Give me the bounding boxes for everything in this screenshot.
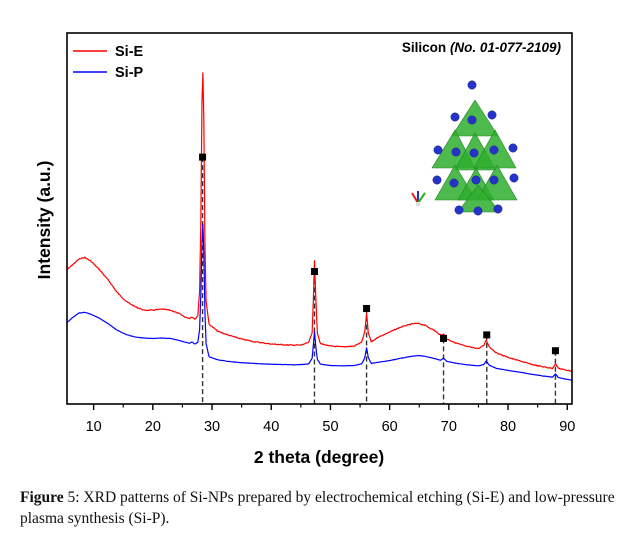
x-tick-label: 20 bbox=[145, 419, 161, 435]
reference-annotation: Silicon (No. 01-077-2109) bbox=[402, 40, 562, 55]
legend-label-si-e: Si-E bbox=[115, 44, 144, 60]
xrd-chart: 10 20 30 40 50 60 70 80 90 Si-E Si-P Silicon (No… bbox=[34, 32, 575, 467]
x-tick-label: 70 bbox=[441, 419, 457, 435]
x-tick-label: 10 bbox=[86, 419, 102, 435]
x-axis-title: 2 theta (degree) bbox=[254, 447, 384, 467]
silicon-atom bbox=[493, 204, 503, 214]
silicon-atom bbox=[454, 205, 464, 215]
caption-number: 5 bbox=[63, 489, 76, 506]
reference-peak-marker bbox=[310, 268, 318, 276]
reference-peak-marker bbox=[483, 331, 491, 339]
reference-peak-marker bbox=[440, 334, 448, 342]
silicon-atom bbox=[508, 143, 518, 153]
reference-peak-marker bbox=[551, 347, 559, 355]
reference-peak-marker bbox=[199, 153, 207, 161]
series-line-si-e bbox=[66, 72, 573, 372]
caption-text: : XRD patterns of Si-NPs prepared by ele… bbox=[20, 489, 615, 527]
plot-area bbox=[66, 72, 573, 404]
legend-label-si-p: Si-P bbox=[115, 65, 144, 81]
silicon-atom bbox=[489, 145, 499, 155]
x-tick-label: 60 bbox=[382, 419, 398, 435]
x-tick-label: 90 bbox=[559, 419, 575, 435]
silicon-atom bbox=[487, 110, 497, 120]
silicon-atom bbox=[509, 173, 519, 183]
caption-label: Figure bbox=[20, 489, 64, 506]
crystal-structure-inset bbox=[431, 80, 519, 216]
silicon-atom bbox=[451, 147, 461, 157]
series-line-si-p bbox=[66, 223, 573, 381]
silicon-atom bbox=[467, 115, 477, 125]
reference-peak-marker bbox=[363, 304, 371, 312]
axes-orientation-icon bbox=[411, 191, 426, 206]
silicon-atom bbox=[471, 175, 481, 185]
silicon-atom bbox=[469, 148, 479, 158]
silicon-atom bbox=[432, 175, 442, 185]
x-tick-label: 30 bbox=[204, 419, 220, 435]
silicon-atom bbox=[433, 145, 443, 155]
x-axis-ticks: 10 20 30 40 50 60 70 80 90 bbox=[86, 404, 575, 435]
annotation-card-number: (No. 01-077-2109) bbox=[450, 40, 562, 55]
silicon-atom bbox=[449, 178, 459, 188]
silicon-atom bbox=[450, 112, 460, 122]
x-tick-label: 80 bbox=[500, 419, 516, 435]
legend: Si-E Si-P bbox=[73, 44, 144, 81]
plot-frame bbox=[66, 32, 573, 405]
annotation-material: Silicon bbox=[402, 40, 450, 55]
silicon-atom bbox=[467, 80, 477, 90]
y-axis-title: Intensity (a.u.) bbox=[34, 161, 54, 280]
figure-caption: Figure 5: XRD patterns of Si-NPs prepare… bbox=[20, 487, 620, 529]
silicon-atom bbox=[489, 175, 499, 185]
x-tick-label: 50 bbox=[322, 419, 338, 435]
x-tick-label: 40 bbox=[263, 419, 279, 435]
silicon-atom bbox=[473, 206, 483, 216]
